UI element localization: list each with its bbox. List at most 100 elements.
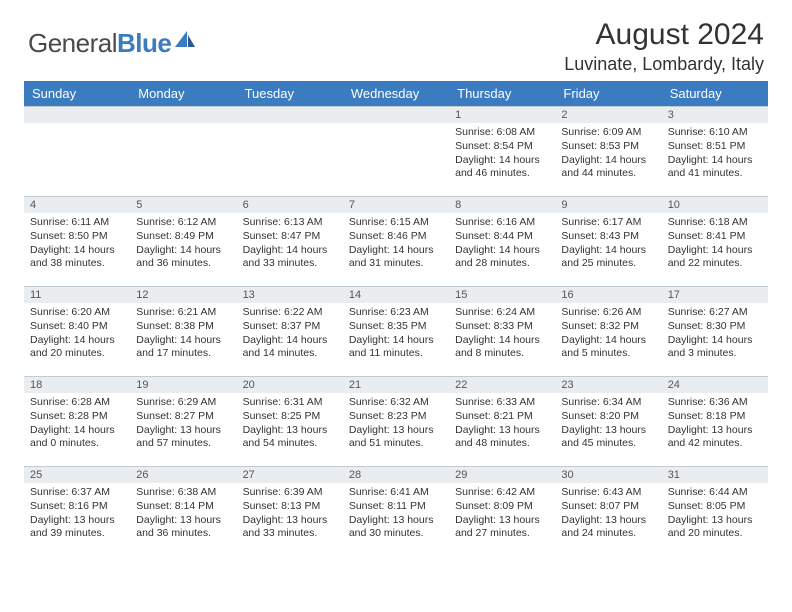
day-number: 6 (237, 197, 343, 213)
detail-line: Sunrise: 6:43 AM (561, 486, 657, 500)
detail-line: Sunset: 8:28 PM (30, 410, 126, 424)
detail-line: Sunrise: 6:42 AM (455, 486, 551, 500)
day-header: Sunday (24, 81, 130, 107)
day-details: Sunrise: 6:23 AMSunset: 8:35 PMDaylight:… (343, 303, 449, 364)
calendar-cell: 31Sunrise: 6:44 AMSunset: 8:05 PMDayligh… (662, 467, 768, 557)
calendar-cell: 13Sunrise: 6:22 AMSunset: 8:37 PMDayligh… (237, 287, 343, 377)
detail-line: Daylight: 14 hours (455, 244, 551, 258)
detail-line: Sunset: 8:05 PM (668, 500, 764, 514)
day-number: 11 (24, 287, 130, 303)
detail-line: Daylight: 13 hours (561, 514, 657, 528)
detail-line: Sunset: 8:23 PM (349, 410, 445, 424)
day-number: 14 (343, 287, 449, 303)
day-details (24, 123, 130, 129)
detail-line: and 48 minutes. (455, 437, 551, 451)
day-details: Sunrise: 6:34 AMSunset: 8:20 PMDaylight:… (555, 393, 661, 454)
detail-line: and 11 minutes. (349, 347, 445, 361)
calendar-cell: 4Sunrise: 6:11 AMSunset: 8:50 PMDaylight… (24, 197, 130, 287)
day-number: 5 (130, 197, 236, 213)
detail-line: Sunrise: 6:08 AM (455, 126, 551, 140)
detail-line: Daylight: 14 hours (668, 334, 764, 348)
day-details: Sunrise: 6:15 AMSunset: 8:46 PMDaylight:… (343, 213, 449, 274)
detail-line: Sunrise: 6:11 AM (30, 216, 126, 230)
day-details: Sunrise: 6:20 AMSunset: 8:40 PMDaylight:… (24, 303, 130, 364)
day-details: Sunrise: 6:24 AMSunset: 8:33 PMDaylight:… (449, 303, 555, 364)
detail-line: and 46 minutes. (455, 167, 551, 181)
calendar-cell: 14Sunrise: 6:23 AMSunset: 8:35 PMDayligh… (343, 287, 449, 377)
detail-line: Daylight: 14 hours (455, 334, 551, 348)
calendar-cell: 17Sunrise: 6:27 AMSunset: 8:30 PMDayligh… (662, 287, 768, 377)
day-header-row: Sunday Monday Tuesday Wednesday Thursday… (24, 81, 768, 107)
detail-line: Sunset: 8:49 PM (136, 230, 232, 244)
calendar-cell: 1Sunrise: 6:08 AMSunset: 8:54 PMDaylight… (449, 107, 555, 197)
sail-icon (173, 29, 197, 54)
day-details: Sunrise: 6:37 AMSunset: 8:16 PMDaylight:… (24, 483, 130, 544)
detail-line: Sunset: 8:18 PM (668, 410, 764, 424)
day-number: 12 (130, 287, 236, 303)
day-number: 19 (130, 377, 236, 393)
detail-line: Sunrise: 6:23 AM (349, 306, 445, 320)
calendar-cell: 23Sunrise: 6:34 AMSunset: 8:20 PMDayligh… (555, 377, 661, 467)
calendar-cell: 5Sunrise: 6:12 AMSunset: 8:49 PMDaylight… (130, 197, 236, 287)
detail-line: Sunrise: 6:38 AM (136, 486, 232, 500)
day-number: 7 (343, 197, 449, 213)
detail-line: and 0 minutes. (30, 437, 126, 451)
detail-line: Sunset: 8:40 PM (30, 320, 126, 334)
calendar-cell (130, 107, 236, 197)
calendar-cell: 24Sunrise: 6:36 AMSunset: 8:18 PMDayligh… (662, 377, 768, 467)
detail-line: and 3 minutes. (668, 347, 764, 361)
detail-line: Daylight: 13 hours (243, 424, 339, 438)
day-header: Wednesday (343, 81, 449, 107)
detail-line: Daylight: 13 hours (136, 424, 232, 438)
calendar-cell: 25Sunrise: 6:37 AMSunset: 8:16 PMDayligh… (24, 467, 130, 557)
day-number: 26 (130, 467, 236, 483)
day-details: Sunrise: 6:31 AMSunset: 8:25 PMDaylight:… (237, 393, 343, 454)
header: GeneralBlue August 2024 Luvinate, Lombar… (24, 10, 768, 75)
day-number (237, 107, 343, 123)
detail-line: Daylight: 13 hours (668, 424, 764, 438)
day-number: 24 (662, 377, 768, 393)
calendar-cell: 6Sunrise: 6:13 AMSunset: 8:47 PMDaylight… (237, 197, 343, 287)
calendar: Sunday Monday Tuesday Wednesday Thursday… (24, 81, 768, 557)
detail-line: Daylight: 14 hours (30, 244, 126, 258)
detail-line: Sunset: 8:37 PM (243, 320, 339, 334)
detail-line: Sunrise: 6:29 AM (136, 396, 232, 410)
day-details: Sunrise: 6:36 AMSunset: 8:18 PMDaylight:… (662, 393, 768, 454)
detail-line: Sunrise: 6:28 AM (30, 396, 126, 410)
detail-line: and 20 minutes. (30, 347, 126, 361)
calendar-cell (24, 107, 130, 197)
day-header: Thursday (449, 81, 555, 107)
detail-line: Daylight: 14 hours (30, 334, 126, 348)
detail-line: Daylight: 14 hours (561, 244, 657, 258)
calendar-row: 1Sunrise: 6:08 AMSunset: 8:54 PMDaylight… (24, 107, 768, 197)
detail-line: and 51 minutes. (349, 437, 445, 451)
day-number: 16 (555, 287, 661, 303)
day-number: 10 (662, 197, 768, 213)
detail-line: Sunset: 8:46 PM (349, 230, 445, 244)
day-number (343, 107, 449, 123)
day-details: Sunrise: 6:43 AMSunset: 8:07 PMDaylight:… (555, 483, 661, 544)
detail-line: Sunset: 8:53 PM (561, 140, 657, 154)
detail-line: and 8 minutes. (455, 347, 551, 361)
detail-line: Sunset: 8:50 PM (30, 230, 126, 244)
day-details: Sunrise: 6:28 AMSunset: 8:28 PMDaylight:… (24, 393, 130, 454)
detail-line: Sunrise: 6:15 AM (349, 216, 445, 230)
detail-line: Sunset: 8:44 PM (455, 230, 551, 244)
detail-line: and 33 minutes. (243, 527, 339, 541)
day-number: 13 (237, 287, 343, 303)
calendar-cell: 29Sunrise: 6:42 AMSunset: 8:09 PMDayligh… (449, 467, 555, 557)
day-number (130, 107, 236, 123)
detail-line: Sunset: 8:13 PM (243, 500, 339, 514)
day-header: Monday (130, 81, 236, 107)
detail-line: Daylight: 14 hours (668, 244, 764, 258)
detail-line: and 42 minutes. (668, 437, 764, 451)
detail-line: Sunrise: 6:27 AM (668, 306, 764, 320)
detail-line: and 31 minutes. (349, 257, 445, 271)
detail-line: Daylight: 14 hours (561, 154, 657, 168)
calendar-cell: 21Sunrise: 6:32 AMSunset: 8:23 PMDayligh… (343, 377, 449, 467)
detail-line: Sunset: 8:54 PM (455, 140, 551, 154)
detail-line: and 41 minutes. (668, 167, 764, 181)
detail-line: Sunset: 8:51 PM (668, 140, 764, 154)
day-number: 20 (237, 377, 343, 393)
detail-line: Sunset: 8:32 PM (561, 320, 657, 334)
